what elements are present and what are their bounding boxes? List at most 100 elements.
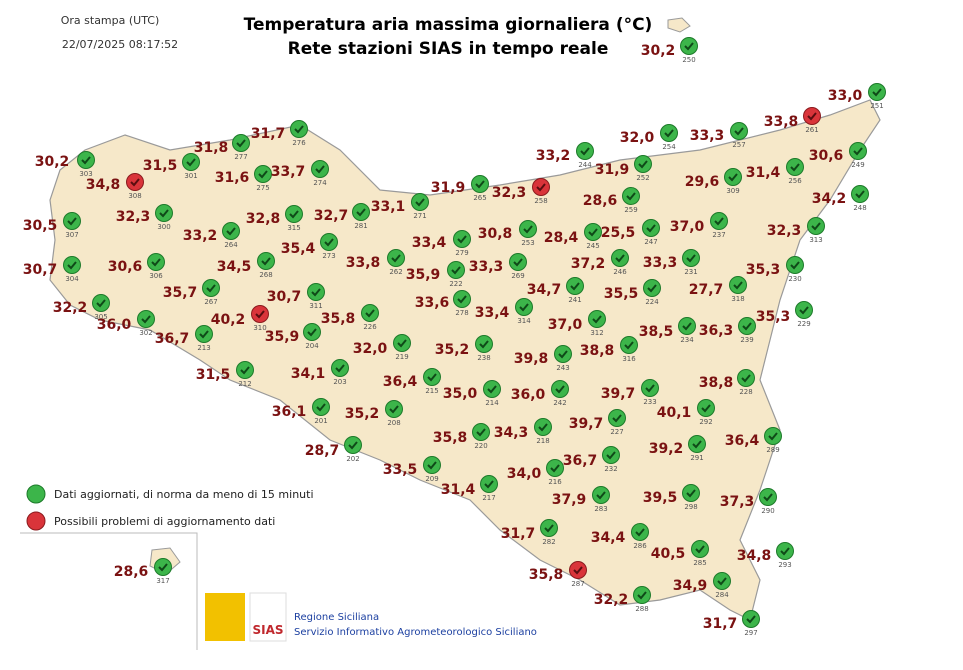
station-temp: 32,3 — [116, 209, 151, 225]
station-check — [746, 615, 756, 624]
station-temp: 32,0 — [620, 130, 655, 146]
station: 31,9 252 — [595, 155, 652, 182]
station-temp: 33,0 — [828, 88, 863, 104]
station-id: 284 — [715, 591, 729, 599]
station-check — [289, 210, 299, 219]
legend: Dati aggiornati, di norma da meno di 15 … — [26, 484, 314, 531]
station-check — [686, 254, 696, 263]
station: 32,8 315 — [246, 205, 303, 232]
station-icon — [202, 279, 220, 297]
station-id: 273 — [322, 252, 335, 260]
station-check — [741, 374, 751, 383]
station: 34,0 216 — [507, 459, 564, 486]
station: 37,3 290 — [720, 488, 777, 515]
station-temp: 28,4 — [544, 230, 579, 246]
station: 39,2 291 — [649, 435, 706, 462]
station: 31,5 212 — [196, 361, 254, 388]
station-check — [855, 190, 865, 199]
station: 33,2 264 — [183, 222, 240, 249]
station-check — [158, 563, 168, 572]
print-label: Ora stampa (UTC) — [61, 14, 160, 27]
station: 30,7 311 — [267, 283, 325, 310]
station: 38,8 316 — [580, 336, 638, 363]
station-id: 261 — [805, 126, 818, 134]
station-temp: 37,0 — [548, 317, 583, 333]
station-check — [236, 139, 246, 148]
station-temp: 31,7 — [703, 616, 738, 632]
station-id: 275 — [256, 184, 269, 192]
station-icon — [738, 317, 756, 335]
logo-sias — [249, 592, 287, 642]
station: 30,2 250 — [641, 37, 698, 64]
station-temp: 34,8 — [86, 177, 121, 193]
station-check — [780, 547, 790, 556]
station-id: 282 — [542, 538, 555, 546]
station-temp: 31,4 — [441, 482, 476, 498]
station-id: 279 — [455, 249, 468, 257]
station-id: 301 — [184, 172, 197, 180]
station-id: 316 — [622, 355, 636, 363]
station-id: 201 — [314, 417, 327, 425]
station-check — [389, 405, 399, 414]
station: 31,6 275 — [215, 165, 272, 192]
station-id: 310 — [253, 324, 266, 332]
station-temp: 31,9 — [595, 162, 630, 178]
station-icon — [155, 204, 173, 222]
station-icon — [303, 323, 321, 341]
station-check — [645, 384, 655, 393]
station-icon — [849, 142, 867, 160]
station: 34,2 248 — [812, 185, 869, 212]
station-id: 285 — [693, 559, 706, 567]
station-temp: 33,3 — [469, 259, 504, 275]
station-temp: 30,6 — [809, 148, 844, 164]
station-icon — [608, 409, 626, 427]
station-check — [311, 288, 321, 297]
station-icon — [851, 185, 869, 203]
island — [667, 17, 691, 33]
logo-region — [205, 593, 245, 641]
station-icon — [453, 230, 471, 248]
station-id: 306 — [149, 272, 163, 280]
station: 32,3 313 — [767, 217, 825, 244]
station-id: 208 — [387, 419, 400, 427]
station-id: 308 — [128, 192, 141, 200]
station-id: 234 — [680, 336, 694, 344]
station: 32,3 258 — [492, 178, 550, 205]
station-icon — [569, 561, 587, 579]
station-temp: 33,1 — [371, 199, 406, 215]
station-temp: 36,0 — [511, 387, 546, 403]
station-id: 248 — [853, 204, 866, 212]
station-temp: 34,7 — [527, 282, 562, 298]
station: 32,0 219 — [353, 334, 411, 361]
station-icon — [534, 418, 552, 436]
station: 27,7 318 — [689, 276, 747, 303]
station-check — [258, 170, 268, 179]
station-id: 258 — [534, 197, 547, 205]
station-id: 254 — [662, 143, 676, 151]
station-check — [513, 258, 523, 267]
station-icon — [566, 277, 584, 295]
station-temp: 30,6 — [108, 259, 143, 275]
station-check — [315, 165, 325, 174]
station: 28,4 245 — [544, 223, 602, 250]
station-check — [734, 127, 744, 136]
station: 31,7 297 — [703, 610, 760, 637]
station-icon — [551, 380, 569, 398]
station-temp: 33,3 — [690, 128, 725, 144]
station-icon — [137, 310, 155, 328]
station-temp: 38,8 — [580, 343, 615, 359]
station: 39,7 227 — [569, 409, 626, 436]
station-icon — [622, 187, 640, 205]
station-check — [714, 217, 724, 226]
subtitle: Rete stazioni SIAS in tempo reale — [288, 39, 609, 59]
station-id: 269 — [511, 272, 524, 280]
station-check — [615, 254, 625, 263]
station: 31,9 265 — [431, 175, 489, 202]
station-id: 289 — [766, 446, 779, 454]
station-id: 250 — [682, 56, 695, 64]
station-check — [457, 295, 467, 304]
station-check — [799, 306, 809, 315]
station-icon — [92, 294, 110, 312]
station-icon — [546, 459, 564, 477]
